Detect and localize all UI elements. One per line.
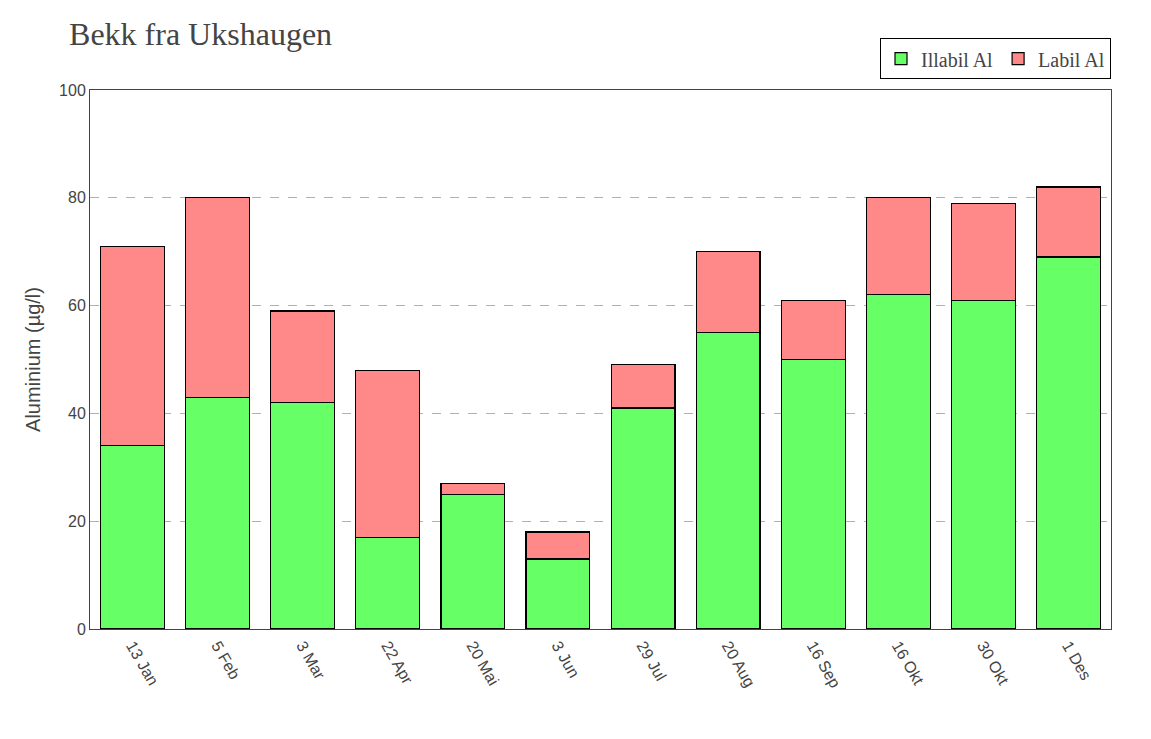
svg-text:5 Feb: 5 Feb: [208, 638, 243, 682]
svg-text:Labil Al: Labil Al: [1038, 49, 1105, 71]
svg-text:13 Jan: 13 Jan: [123, 638, 162, 688]
svg-text:40: 40: [68, 405, 86, 422]
svg-text:29 Jul: 29 Jul: [634, 638, 670, 683]
svg-text:80: 80: [68, 189, 86, 206]
svg-text:Bekk fra Ukshaugen: Bekk fra Ukshaugen: [69, 16, 332, 52]
svg-text:3 Jun: 3 Jun: [548, 638, 582, 680]
svg-text:16 Sep: 16 Sep: [804, 638, 844, 691]
svg-text:16 Okt: 16 Okt: [889, 638, 928, 688]
svg-text:100: 100: [59, 82, 86, 99]
svg-text:Aluminium (µg/l): Aluminium (µg/l): [22, 287, 44, 432]
svg-text:20 Mai: 20 Mai: [463, 638, 502, 688]
svg-text:22 Apr: 22 Apr: [378, 638, 416, 687]
svg-text:1 Des: 1 Des: [1059, 638, 1095, 683]
svg-text:3 Mar: 3 Mar: [293, 638, 329, 683]
svg-text:20: 20: [68, 513, 86, 530]
svg-text:0: 0: [77, 621, 86, 638]
svg-text:60: 60: [68, 297, 86, 314]
svg-text:20 Aug: 20 Aug: [719, 638, 759, 690]
svg-text:30 Okt: 30 Okt: [974, 638, 1013, 688]
svg-text:Illabil Al: Illabil Al: [921, 49, 993, 71]
